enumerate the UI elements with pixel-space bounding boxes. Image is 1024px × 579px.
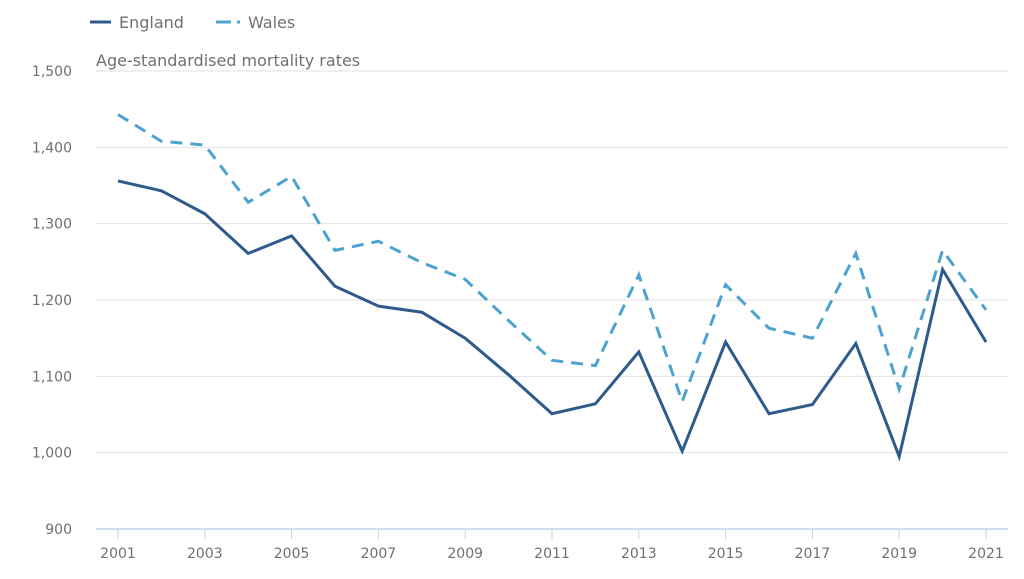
series-lines: [117, 113, 988, 462]
x-tick-label: 2015: [708, 546, 744, 562]
y-tick-label: 1,500: [32, 64, 72, 80]
y-tick-label: 1,400: [32, 140, 72, 156]
x-tick-label: 2019: [881, 546, 917, 562]
x-tick-label: 2011: [534, 546, 570, 562]
y-tick-label: 1,300: [32, 217, 72, 233]
y-tick-label: 1,200: [32, 293, 72, 309]
gridlines: [96, 70, 1008, 530]
x-axis-ticks: 2001 2003 2005 2007 2009 2011 2013 2015 2017 2019…: [100, 529, 1004, 562]
y-axis-ticks: 900 1,000 1,100 1,200 1,300 1,400 1,500: [32, 64, 72, 538]
legend-label-england: England: [119, 13, 184, 32]
x-tick-label: 2021: [968, 546, 1004, 562]
y-axis-title: Age-standardised mortality rates: [96, 51, 360, 70]
legend-label-wales: Wales: [248, 13, 295, 32]
x-tick-label: 2017: [795, 546, 831, 562]
x-tick-label: 2003: [187, 546, 223, 562]
series-line-england: [117, 179, 988, 462]
legend: England Wales: [90, 13, 295, 32]
y-tick-label: 1,000: [32, 446, 72, 462]
x-tick-label: 2009: [447, 546, 483, 562]
x-tick-label: 2005: [274, 546, 310, 562]
x-tick-label: 2013: [621, 546, 657, 562]
series-line-wales: [117, 113, 988, 406]
y-tick-label: 900: [45, 522, 72, 538]
x-tick-label: 2001: [100, 546, 136, 562]
x-tick-label: 2007: [361, 546, 397, 562]
y-tick-label: 1,100: [32, 369, 72, 385]
